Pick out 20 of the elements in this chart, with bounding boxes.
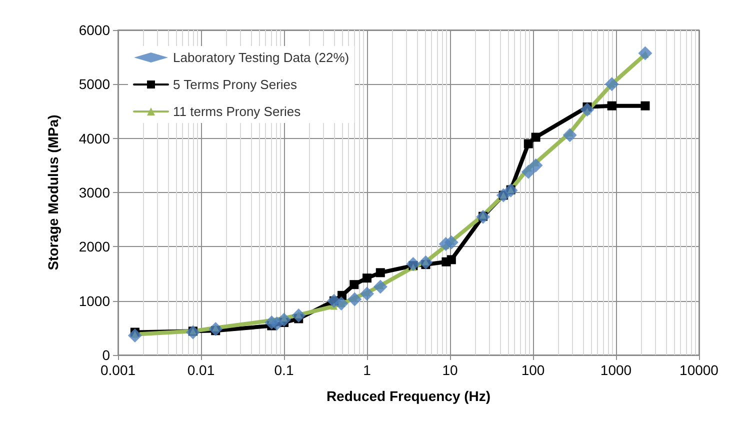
x-tick-label: 0.001 xyxy=(100,362,136,378)
y-tick-label: 3000 xyxy=(78,184,110,200)
x-tick-label: 0.1 xyxy=(274,362,294,378)
y-tick-label: 4000 xyxy=(78,130,110,146)
x-tick-label: 0.01 xyxy=(187,362,215,378)
x-tick-label: 10 xyxy=(442,362,458,378)
y-tick-label: 6000 xyxy=(78,22,110,38)
x-tick-label: 10000 xyxy=(680,362,719,378)
y-axis-title: Storage Modulus (MPa) xyxy=(45,114,61,270)
x-tick-label: 1 xyxy=(363,362,372,378)
x-axis-title: Reduced Frequency (Hz) xyxy=(326,388,491,404)
y-tick-label: 0 xyxy=(102,347,110,363)
legend-label: 5 Terms Prony Series xyxy=(173,77,298,92)
x-tick-label: 1000 xyxy=(600,362,632,378)
x-tick-label: 100 xyxy=(521,362,545,378)
legend-label: 11 terms Prony Series xyxy=(173,104,302,119)
y-tick-label: 5000 xyxy=(78,76,110,92)
y-tick-label: 1000 xyxy=(78,292,110,309)
y-tick-label: 2000 xyxy=(78,238,110,255)
legend-label: Laboratory Testing Data (22%) xyxy=(173,50,350,65)
